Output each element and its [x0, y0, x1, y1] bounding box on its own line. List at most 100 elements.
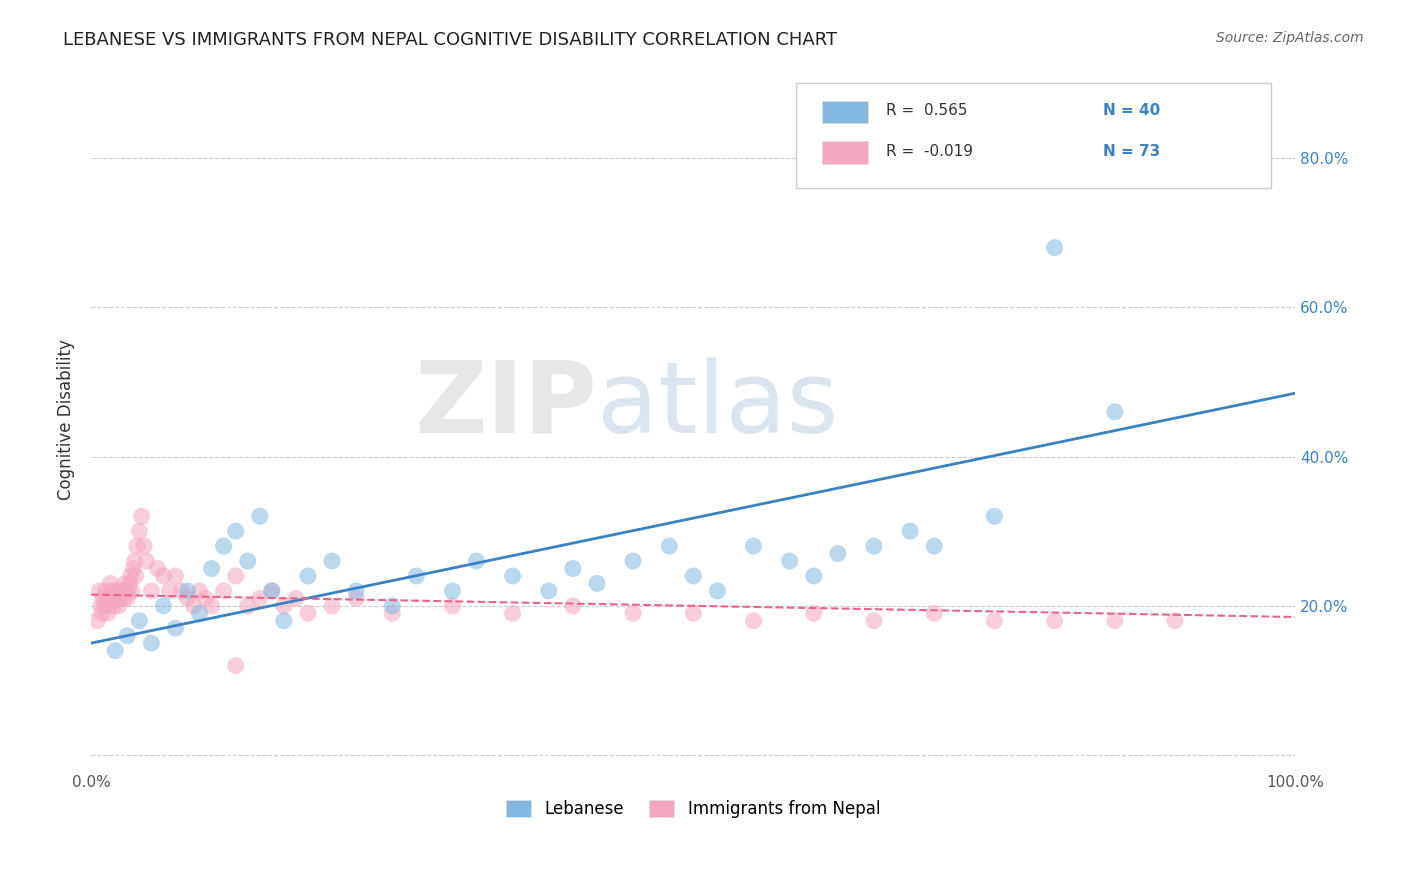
Point — [94, 583, 117, 598]
Point — [297, 569, 319, 583]
Point — [152, 599, 174, 613]
Text: N = 73: N = 73 — [1102, 144, 1160, 159]
Point — [115, 583, 138, 598]
Point — [110, 591, 132, 606]
Point — [922, 539, 945, 553]
Point — [1164, 614, 1187, 628]
Point — [212, 583, 235, 598]
Point — [898, 524, 921, 539]
Point — [128, 614, 150, 628]
Text: ZIP: ZIP — [415, 357, 598, 454]
Point — [159, 583, 181, 598]
Point — [104, 643, 127, 657]
Point — [105, 583, 128, 598]
Point — [135, 554, 157, 568]
Point — [273, 614, 295, 628]
Point — [200, 561, 222, 575]
Point — [561, 599, 583, 613]
Point — [108, 599, 131, 613]
Legend: Lebanese, Immigrants from Nepal: Lebanese, Immigrants from Nepal — [499, 793, 887, 825]
Point — [742, 614, 765, 628]
Point — [273, 599, 295, 613]
Point — [827, 547, 849, 561]
Point — [100, 576, 122, 591]
Point — [863, 614, 886, 628]
Point — [170, 583, 193, 598]
Point — [124, 554, 146, 568]
Point — [120, 569, 142, 583]
Text: R =  0.565: R = 0.565 — [886, 103, 967, 118]
Point — [561, 561, 583, 575]
Point — [125, 569, 148, 583]
Point — [107, 591, 129, 606]
Point — [284, 591, 307, 606]
Point — [260, 583, 283, 598]
Point — [103, 599, 125, 613]
FancyBboxPatch shape — [796, 83, 1271, 188]
Point — [983, 509, 1005, 524]
Point — [165, 569, 187, 583]
Point — [1104, 614, 1126, 628]
Point — [117, 629, 139, 643]
Point — [131, 509, 153, 524]
Point — [176, 583, 198, 598]
FancyBboxPatch shape — [823, 142, 868, 164]
Point — [165, 621, 187, 635]
Point — [586, 576, 609, 591]
Text: atlas: atlas — [598, 357, 838, 454]
Point — [236, 554, 259, 568]
Point — [101, 583, 124, 598]
Point — [104, 591, 127, 606]
Point — [176, 591, 198, 606]
Point — [117, 583, 139, 598]
Point — [658, 539, 681, 553]
Point — [983, 614, 1005, 628]
Point — [134, 539, 156, 553]
Y-axis label: Cognitive Disability: Cognitive Disability — [58, 339, 75, 500]
Point — [141, 583, 163, 598]
Point — [225, 658, 247, 673]
Point — [441, 583, 464, 598]
Point — [1043, 614, 1066, 628]
Point — [93, 599, 115, 613]
Point — [111, 583, 134, 598]
Point — [381, 599, 404, 613]
Point — [441, 599, 464, 613]
Point — [537, 583, 560, 598]
Point — [98, 599, 121, 613]
Point — [344, 591, 367, 606]
Point — [621, 554, 644, 568]
Point — [502, 569, 524, 583]
Point — [321, 554, 343, 568]
Point — [212, 539, 235, 553]
Point — [188, 607, 211, 621]
Point — [803, 607, 825, 621]
Point — [225, 569, 247, 583]
Point — [90, 599, 112, 613]
Text: R =  -0.019: R = -0.019 — [886, 144, 973, 159]
Point — [125, 539, 148, 553]
Point — [112, 591, 135, 606]
Point — [742, 539, 765, 553]
Point — [122, 561, 145, 575]
Text: LEBANESE VS IMMIGRANTS FROM NEPAL COGNITIVE DISABILITY CORRELATION CHART: LEBANESE VS IMMIGRANTS FROM NEPAL COGNIT… — [63, 31, 838, 49]
Point — [405, 569, 427, 583]
Point — [682, 607, 704, 621]
Point — [117, 591, 139, 606]
Point — [121, 583, 143, 598]
Point — [108, 583, 131, 598]
Point — [100, 591, 122, 606]
Point — [502, 607, 524, 621]
Point — [183, 599, 205, 613]
Point — [321, 599, 343, 613]
Point — [128, 524, 150, 539]
Point — [91, 591, 114, 606]
Point — [803, 569, 825, 583]
Point — [225, 524, 247, 539]
FancyBboxPatch shape — [823, 101, 868, 123]
Point — [1104, 405, 1126, 419]
Point — [779, 554, 801, 568]
Point — [297, 607, 319, 621]
Point — [1043, 241, 1066, 255]
Point — [260, 583, 283, 598]
